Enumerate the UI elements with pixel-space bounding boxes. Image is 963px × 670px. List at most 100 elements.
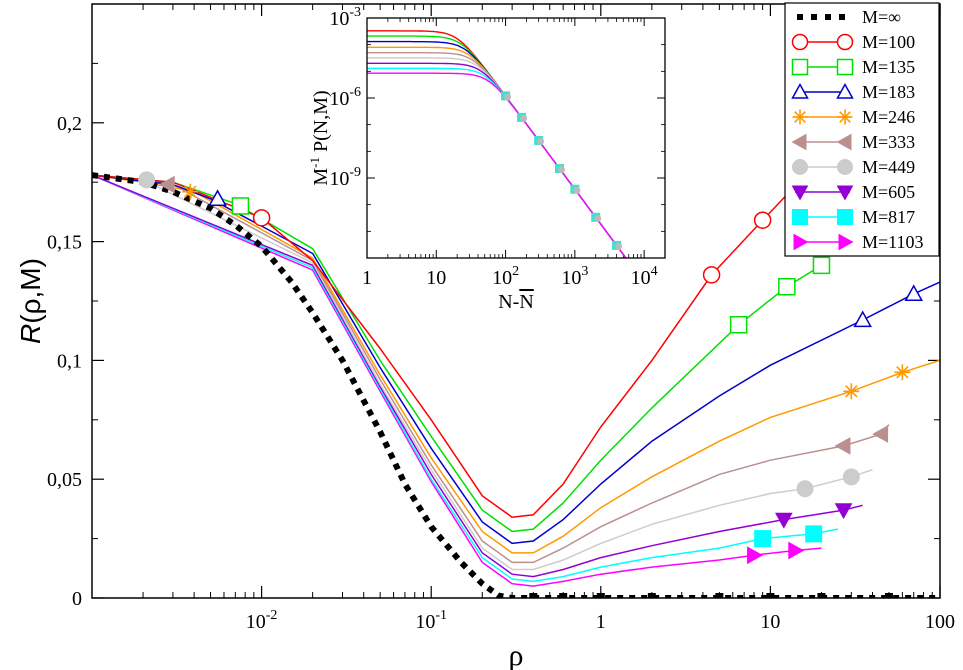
inset-marker-overlay (615, 242, 623, 250)
inset-x-tick-label: 10 (426, 267, 446, 289)
inset-marker-overlay (594, 214, 602, 222)
legend-item-m-135: M=135 (791, 57, 915, 77)
series-line-m-183 (92, 174, 940, 545)
marker-m-817 (754, 530, 772, 548)
main-axis-ticks: 10-2 10-1 1 10 100 0 0,05 0,1 0,15 0,2 (47, 4, 955, 633)
main-x-tick-label: 100 (925, 611, 955, 633)
legend-item-m-246: M=246 (792, 107, 915, 127)
legend-item-m-100: M=100 (791, 32, 915, 52)
legend-marker (792, 159, 808, 175)
legend-marker (836, 58, 854, 76)
marker-m-605 (774, 512, 793, 529)
main-y-tick-label: 0 (72, 588, 82, 610)
inset-markers (501, 91, 623, 250)
marker-m-333 (158, 175, 175, 194)
main-x-tick-label: 10 (760, 611, 780, 633)
legend-marker (793, 233, 809, 251)
marker-m-449 (842, 468, 860, 486)
marker-m-1103 (788, 541, 805, 560)
inset-x-axis-label: N-N (498, 291, 534, 313)
legend-label: M=817 (862, 207, 915, 227)
main-y-tick-label: 0,05 (47, 469, 82, 491)
marker-m-135 (778, 277, 796, 296)
main-plot-frame (91, 3, 941, 599)
marker-m-inf (715, 593, 724, 598)
legend-marker (825, 14, 831, 20)
inset-marks: 1 10 102 103 104 10-3 10-6 10-9 (329, 5, 666, 289)
legend-label: M=∞ (862, 7, 901, 27)
legend-label: M=333 (862, 132, 915, 152)
marker-m-135 (729, 316, 748, 334)
legend-item-m-1103: M=1103 (793, 232, 924, 252)
main-y-tick-label: 0,2 (57, 113, 82, 135)
inset-marker-overlay (537, 137, 545, 145)
legend-marker (792, 109, 808, 125)
inset-x-tick-label: 1 (362, 267, 372, 289)
legend-item-m-817: M=817 (792, 207, 915, 227)
marker-m-135 (231, 197, 250, 215)
legend-marker (836, 133, 852, 151)
marker-m-246 (843, 383, 860, 400)
series-line-m-100 (92, 46, 940, 518)
legend-label: M=605 (862, 182, 915, 202)
legend-marker (839, 14, 845, 20)
legend-marker (837, 109, 853, 125)
main-x-axis-label: ρ (509, 639, 524, 670)
main-x-tick-label: 1 (596, 611, 606, 633)
legend-item-m-183: M=183 (791, 82, 915, 102)
inset-axis-ticks: 1 10 102 103 104 10-3 10-6 10-9 (329, 5, 666, 289)
marker-m-817 (805, 525, 823, 543)
inset-y-tick-label: 10-3 (329, 5, 361, 30)
marker-m-183 (904, 284, 924, 302)
marker-m-1103 (747, 546, 763, 565)
marker-m-inf (884, 593, 893, 598)
legend-marker (791, 82, 809, 99)
marker-m-333 (872, 425, 889, 443)
marker-m-246 (894, 364, 911, 381)
marker-m-246 (182, 183, 199, 200)
marker-m-605 (834, 503, 853, 520)
inset-marker-overlay (520, 114, 528, 122)
inset-y-tick-label: 10-6 (329, 85, 361, 110)
marker-m-inf (596, 593, 605, 598)
marker-m-inf (559, 593, 568, 598)
legend-label: M=1103 (862, 232, 924, 252)
marker-m-449 (138, 171, 156, 189)
marker-m-183 (853, 310, 872, 328)
marker-m-inf (647, 593, 656, 598)
inset-marker-overlay (557, 166, 565, 174)
legend-marker (838, 233, 854, 251)
legend-marker (811, 14, 817, 20)
marker-m-100 (753, 211, 772, 229)
legend-item-m-449: M=449 (792, 157, 915, 177)
main-y-tick-label: 0,1 (57, 350, 82, 372)
marker-m-183 (208, 189, 227, 206)
main-markers (138, 38, 940, 598)
legend-marker (791, 185, 809, 201)
legend-marker (836, 82, 854, 99)
legend-label: M=246 (862, 107, 915, 127)
legend-marker (836, 33, 854, 51)
series-line-m-605 (92, 174, 863, 578)
marker-m-333 (834, 437, 851, 455)
legend-marker (791, 33, 809, 51)
marker-m-inf (817, 593, 826, 598)
legend: M=∞ M=100 M=135 M=183 M=246 M=333 M=449 M=605 M=… (784, 2, 940, 257)
inset-x-tick-label: 104 (631, 264, 658, 289)
legend-marker (837, 159, 853, 175)
main-plot: 10-2 10-1 1 10 100 0 0,05 0,1 0,15 0,2 (47, 4, 955, 633)
legend-marker (791, 58, 809, 76)
main-y-tick-label: 0,15 (47, 232, 82, 254)
inset-marker-overlay (504, 93, 512, 101)
legend-marker (837, 209, 853, 225)
legend-marker (792, 209, 808, 225)
marker-m-100 (702, 266, 721, 284)
legend-label: M=100 (862, 32, 915, 52)
inset-x-tick-label: 103 (561, 264, 588, 289)
main-x-tick-label: 10-2 (246, 608, 278, 633)
series-line-m-333 (92, 174, 890, 564)
inset-y-tick-label: 10-9 (329, 165, 361, 190)
legend-label: M=135 (862, 57, 915, 77)
inset-y-axis-label: M-1 P(N,M) (307, 90, 332, 185)
